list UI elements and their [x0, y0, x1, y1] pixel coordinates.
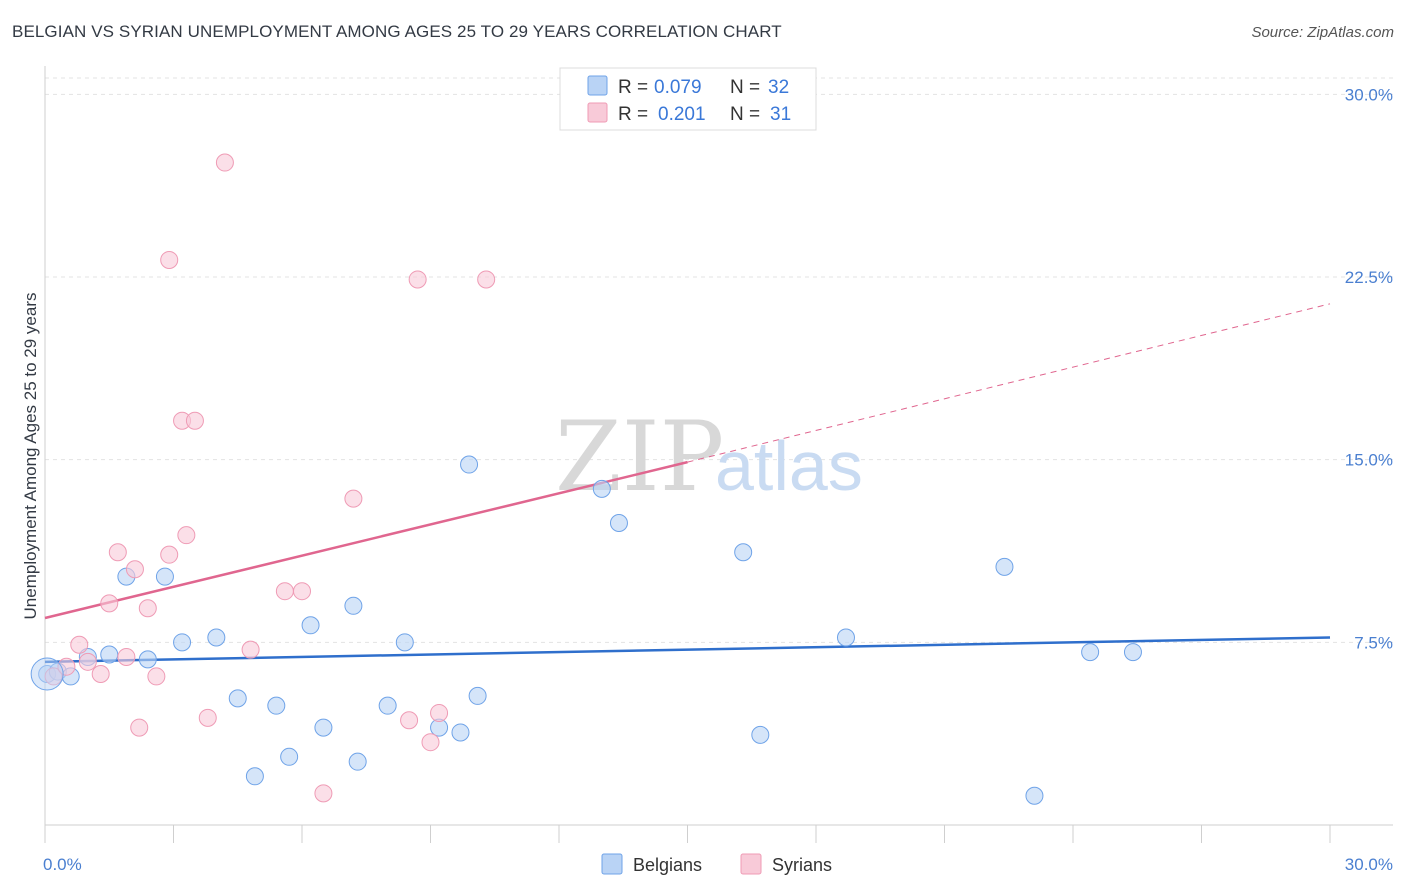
- y-tick-label-1: 15.0%: [1345, 451, 1393, 470]
- y-tick-labels: 7.5% 15.0% 22.5% 30.0%: [1345, 85, 1393, 652]
- point-belgians-16: [344, 596, 363, 615]
- legend-syrians: Syrians: [772, 855, 832, 875]
- legend-n-value-0: 32: [768, 77, 789, 98]
- point-belgians-32: [1123, 643, 1142, 662]
- point-syrians-19: [241, 640, 260, 659]
- axes: [44, 66, 1393, 843]
- point-syrians-22: [314, 784, 333, 803]
- point-syrians-18: [215, 153, 234, 172]
- point-syrians-9: [130, 718, 149, 737]
- point-belgians-4: [100, 645, 119, 664]
- point-syrians-11: [147, 667, 166, 686]
- series-legend: Belgians Syrians: [601, 853, 832, 875]
- point-belgians-21: [451, 723, 470, 742]
- trend-lines: [44, 303, 1331, 664]
- x-tick-label-1: 30.0%: [1345, 855, 1393, 874]
- y-tick-label-0: 7.5%: [1354, 633, 1393, 652]
- point-syrians-15: [185, 411, 204, 430]
- legend-r-value-0: 0.079: [654, 77, 702, 98]
- point-belgians-7: [155, 567, 174, 586]
- trend-line-syrians-extension: [687, 303, 1331, 463]
- point-syrians-21: [293, 582, 311, 601]
- legend-swatch-syrians-bottom: [740, 853, 762, 875]
- point-syrians-6: [108, 543, 127, 562]
- chart-source: Source: ZipAtlas.com: [1251, 24, 1394, 41]
- point-belgians-22: [460, 455, 479, 474]
- point-syrians-17: [198, 708, 217, 727]
- grid-lines: [45, 77, 1393, 643]
- watermark-zip: ZIP: [555, 401, 724, 513]
- point-belgians-15: [314, 718, 333, 737]
- legend-swatch-belgians: [587, 75, 608, 96]
- point-syrians-27: [430, 703, 449, 722]
- point-belgians-14: [301, 616, 320, 635]
- point-syrians-16: [177, 526, 196, 545]
- point-syrians-20: [275, 582, 294, 601]
- point-belgians-10: [228, 689, 247, 708]
- point-belgians-9: [207, 628, 226, 647]
- legend-belgians: Belgians: [633, 855, 702, 875]
- point-belgians-5: [138, 650, 157, 669]
- legend-n-label-1: N =: [730, 104, 760, 125]
- point-syrians-13: [160, 545, 179, 564]
- legend-n-value-1: 31: [770, 104, 791, 125]
- point-belgians-30: [1025, 786, 1044, 805]
- point-belgians-8: [173, 633, 192, 652]
- point-belgians-24: [592, 479, 611, 498]
- y-tick-label-2: 22.5%: [1345, 268, 1393, 287]
- point-belgians-11: [245, 767, 264, 786]
- point-syrians-8: [125, 560, 144, 579]
- point-syrians-26: [421, 733, 440, 752]
- point-syrians-24: [400, 711, 419, 730]
- y-axis-label: Unemployment Among Ages 25 to 29 years: [21, 293, 40, 620]
- point-syrians-3: [78, 652, 97, 671]
- point-belgians-27: [751, 725, 770, 744]
- x-tick-labels: 0.0% 30.0%: [43, 855, 1393, 874]
- legend-r-label-1: R =: [618, 104, 648, 125]
- point-syrians-25: [408, 270, 427, 289]
- legend-swatch-belgians-bottom: [601, 853, 623, 875]
- point-syrians-7: [117, 647, 136, 666]
- data-points: [30, 153, 1142, 805]
- trend-line-syrians: [44, 460, 688, 620]
- point-belgians-18: [378, 696, 397, 715]
- point-belgians-17: [348, 752, 367, 771]
- point-belgians-31: [1081, 643, 1100, 662]
- y-tick-label-3: 30.0%: [1345, 85, 1393, 104]
- x-tick-label-0: 0.0%: [43, 855, 82, 874]
- point-belgians-25: [609, 514, 628, 532]
- point-belgians-19: [395, 633, 414, 652]
- point-belgians-28: [836, 628, 855, 647]
- point-syrians-12: [160, 250, 179, 269]
- point-belgians-29: [995, 557, 1014, 576]
- legend-r-label-0: R =: [618, 77, 648, 98]
- point-syrians-5: [100, 594, 119, 613]
- point-syrians-2: [70, 635, 89, 654]
- legend-n-label-0: N =: [730, 77, 760, 98]
- legend-swatch-syrians: [587, 102, 608, 123]
- point-belgians-cluster: [30, 657, 64, 691]
- point-belgians-23: [468, 686, 487, 705]
- point-belgians-26: [734, 543, 753, 562]
- trend-line-belgians: [44, 636, 1331, 664]
- watermark-atlas: atlas: [715, 427, 863, 505]
- chart-title: BELGIAN VS SYRIAN UNEMPLOYMENT AMONG AGE…: [12, 22, 782, 41]
- point-syrians-28: [477, 270, 496, 289]
- point-syrians-10: [138, 599, 157, 618]
- point-belgians-12: [267, 696, 286, 715]
- point-belgians-13: [280, 747, 299, 766]
- point-syrians-23: [344, 489, 363, 508]
- stats-legend: R = 0.079 N = 32 R = 0.201 N = 31: [559, 67, 817, 131]
- legend-r-value-1: 0.201: [658, 104, 706, 125]
- point-syrians-4: [91, 665, 110, 683]
